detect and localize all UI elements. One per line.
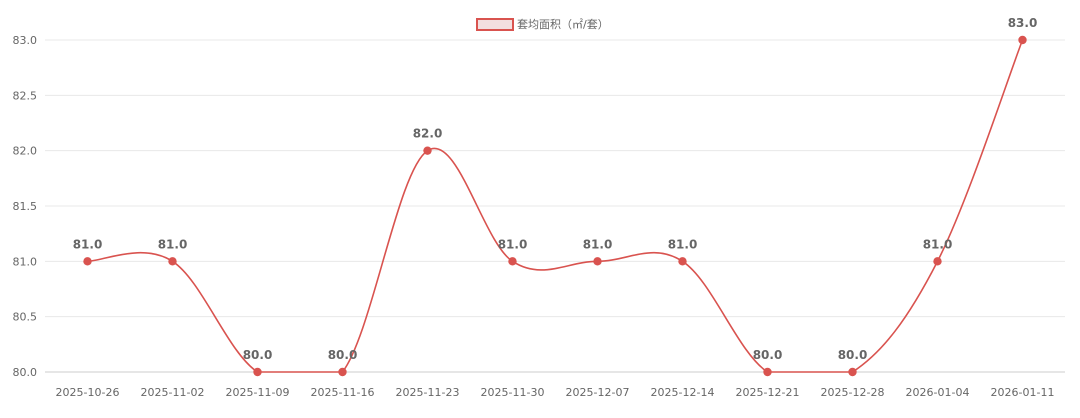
data-point[interactable] — [763, 367, 772, 377]
data-point[interactable] — [848, 367, 857, 377]
data-label: 80.0 — [243, 348, 273, 362]
legend-label[interactable]: 套均面积（㎡/套） — [517, 18, 609, 31]
y-tick-label: 82.5 — [13, 89, 38, 102]
data-point[interactable] — [678, 257, 687, 266]
x-tick-label: 2025-11-16 — [311, 386, 375, 399]
x-tick-label: 2025-11-09 — [226, 386, 290, 399]
data-label: 81.0 — [498, 237, 528, 251]
y-tick-label: 80.5 — [13, 311, 38, 324]
x-tick-label: 2026-01-11 — [991, 386, 1055, 399]
y-tick-label: 81.0 — [13, 255, 38, 268]
x-tick-label: 2025-12-28 — [821, 386, 885, 399]
data-point[interactable] — [423, 146, 432, 155]
data-point[interactable] — [1018, 35, 1027, 45]
x-axis: 2025-10-26 2025-11-02 2025-11-09 2025-11-16… — [56, 386, 1055, 399]
data-point[interactable] — [338, 367, 347, 377]
data-label: 81.0 — [583, 237, 613, 251]
x-tick-label: 2025-12-21 — [736, 386, 800, 399]
data-label: 80.0 — [753, 348, 783, 362]
data-label: 80.0 — [328, 348, 358, 362]
data-label: 81.0 — [668, 237, 698, 251]
data-point[interactable] — [253, 367, 262, 377]
data-point[interactable] — [168, 257, 177, 266]
x-tick-label: 2025-10-26 — [56, 386, 120, 399]
x-tick-label: 2025-11-23 — [396, 386, 460, 399]
legend-swatch[interactable] — [476, 18, 514, 31]
data-label: 80.0 — [838, 348, 868, 362]
data-label: 81.0 — [73, 237, 103, 251]
data-label: 83.0 — [1008, 16, 1038, 30]
y-tick-label: 80.0 — [13, 366, 38, 379]
y-axis: 80.0 80.5 81.0 81.5 82.0 82.5 83.0 — [13, 34, 38, 379]
data-point[interactable] — [83, 257, 92, 266]
series-area: 81.0 81.0 80.0 80.0 82.0 81.0 81.0 81.0 80.0 80.0… — [73, 16, 1038, 377]
data-point[interactable] — [933, 257, 942, 266]
data-label: 81.0 — [923, 237, 953, 251]
data-point[interactable] — [593, 257, 602, 266]
x-tick-label: 2025-11-30 — [481, 386, 545, 399]
x-tick-label: 2026-01-04 — [906, 386, 970, 399]
y-tick-label: 81.5 — [13, 200, 38, 213]
data-label: 81.0 — [158, 237, 188, 251]
x-tick-label: 2025-12-14 — [651, 386, 715, 399]
data-point[interactable] — [508, 257, 517, 266]
x-tick-label: 2025-11-02 — [141, 386, 205, 399]
y-tick-label: 83.0 — [13, 34, 38, 47]
grid-lines — [45, 39, 1065, 373]
data-label: 82.0 — [413, 127, 443, 141]
y-tick-label: 82.0 — [13, 145, 38, 158]
x-tick-label: 2025-12-07 — [566, 386, 630, 399]
legend[interactable]: 套均面积（㎡/套） — [476, 18, 609, 31]
